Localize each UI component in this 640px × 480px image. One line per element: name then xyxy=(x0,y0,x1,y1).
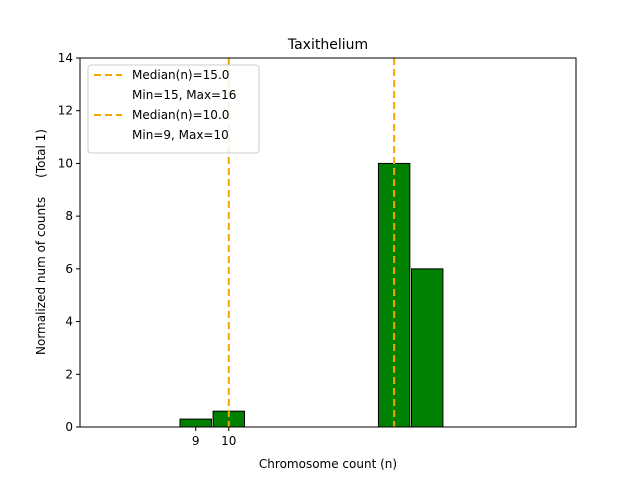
x-axis-label: Chromosome count (n) xyxy=(259,457,397,471)
bar-9 xyxy=(179,418,212,428)
y-tick-label: 14 xyxy=(58,51,73,65)
chart-title: Taxithelium xyxy=(287,37,368,53)
y-tick-label: 8 xyxy=(65,209,73,223)
legend-entry-label: Median(n)=10.0 xyxy=(132,108,229,122)
x-tick-label: 9 xyxy=(192,434,200,448)
y-tick-label: 6 xyxy=(65,262,73,276)
y-axis-label: Normalized num of counts (Total 1) xyxy=(34,129,48,355)
legend-entry-label: Median(n)=15.0 xyxy=(132,68,229,82)
bar-16 xyxy=(410,268,444,428)
y-tick-label: 0 xyxy=(65,420,73,434)
y-tick-label: 4 xyxy=(65,315,73,329)
legend-entry-label: Min=9, Max=10 xyxy=(132,128,229,142)
y-tick-label: 12 xyxy=(58,104,73,118)
legend-entry-label: Min=15, Max=16 xyxy=(132,88,236,102)
y-tick-label: 2 xyxy=(65,367,73,381)
legend: Median(n)=15.0 Min=15, Max=16 Median(n)=10… xyxy=(87,64,260,154)
plot-frame xyxy=(79,57,577,428)
legend-box xyxy=(87,64,260,154)
axis-ticks: 0 2 4 6 8 10 12 14 9 10 xyxy=(58,51,237,448)
x-tick-label: 10 xyxy=(221,434,236,448)
y-tick-label: 10 xyxy=(58,156,73,170)
